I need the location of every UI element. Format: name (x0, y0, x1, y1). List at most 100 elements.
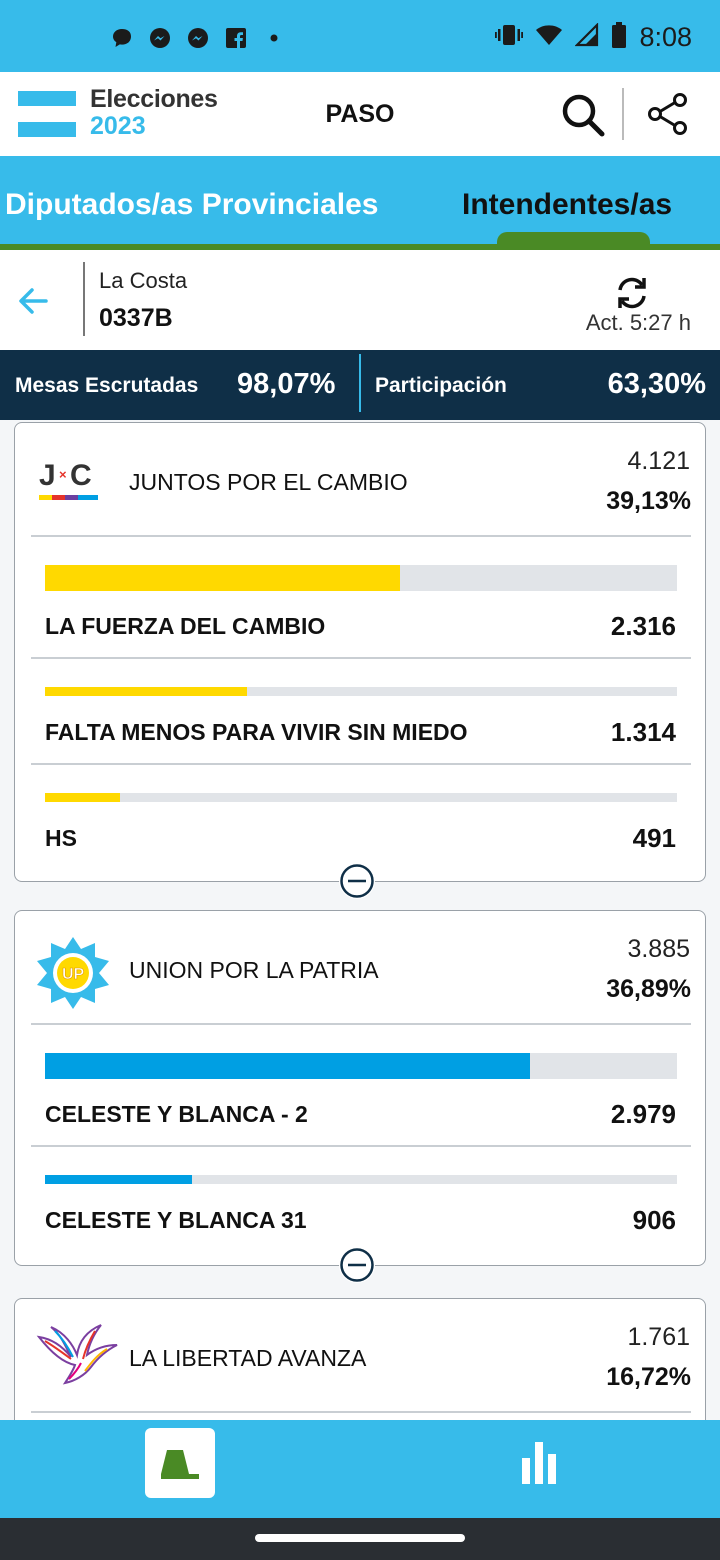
messenger-icon (148, 26, 172, 50)
last-updated: Act. 5:27 h (585, 310, 691, 335)
minus-circle-icon (340, 864, 374, 898)
dot-icon (262, 26, 286, 50)
list-votes: 2.979 (610, 1099, 676, 1129)
list-name: LA FUERZA DEL CAMBIO (45, 613, 326, 639)
party-percent: 16,72% (606, 1363, 691, 1391)
stats-bar: Mesas Escrutadas 98,07% Participación 63… (0, 350, 720, 420)
location-divider (83, 262, 85, 336)
share-icon (648, 93, 687, 135)
nav-stats-button[interactable] (518, 1438, 564, 1488)
divider (31, 657, 691, 659)
app-logo: Elecciones 2023 (90, 86, 218, 140)
arrow-left-icon (19, 288, 48, 314)
up-logo-icon: UP (35, 935, 111, 1009)
tab-bar: Diputados/as Provinciales Intendentes/as (0, 156, 720, 248)
list-bar-fill (45, 687, 247, 696)
share-button[interactable] (646, 92, 690, 136)
bottom-nav (0, 1420, 720, 1518)
search-icon (562, 94, 605, 137)
list-bar-fill (45, 565, 401, 591)
ballot-icon (161, 1450, 199, 1479)
svg-text:UP: UP (62, 966, 85, 983)
refresh-icon (618, 277, 646, 309)
list-bar (45, 1175, 677, 1184)
system-icons: 8:08 (495, 22, 692, 53)
list-bar (45, 793, 677, 802)
minus-circle-icon (340, 1248, 374, 1282)
results-list[interactable]: J × C JUNTOS POR EL CAMBIO 4.121 39,13% … (0, 420, 720, 1420)
back-button[interactable] (16, 284, 50, 318)
active-tab-indicator (497, 232, 650, 246)
list-bar-fill (45, 1175, 193, 1184)
list-bar (45, 687, 677, 696)
tab-intendentes[interactable]: Intendentes/as (462, 188, 673, 221)
tab-underline (0, 244, 720, 250)
page-title: PASO (325, 100, 395, 128)
party-name: LA LIBERTAD AVANZA (129, 1345, 367, 1371)
app-header: Elecciones 2023 PASO (0, 72, 720, 156)
clock: 8:08 (639, 22, 692, 52)
eagle-logo-icon (35, 1323, 118, 1385)
system-gesture-bar (0, 1518, 720, 1560)
mesas-value: 98,07% (237, 368, 336, 400)
party-percent: 39,13% (606, 487, 691, 515)
party-votes: 4.121 (627, 447, 690, 475)
divider (31, 1411, 691, 1413)
divider (31, 1145, 691, 1147)
divider (31, 1023, 691, 1025)
participacion-value: 63,30% (607, 368, 706, 400)
party-votes: 3.885 (627, 935, 690, 963)
list-votes: 1.314 (610, 717, 676, 747)
divider (31, 535, 691, 537)
collapse-button[interactable] (339, 1247, 375, 1283)
list-votes: 906 (632, 1205, 676, 1235)
location-name: La Costa (99, 268, 188, 293)
list-votes: 2.316 (610, 611, 676, 641)
refresh-button[interactable] (612, 274, 652, 312)
vibrate-icon (495, 23, 524, 52)
svg-text:J: J (39, 459, 56, 492)
list-bar-fill (45, 1053, 530, 1079)
location-code: 0337B (99, 304, 173, 332)
home-gesture-pill[interactable] (255, 1534, 465, 1542)
flag-logo-icon (18, 91, 76, 137)
svg-text:C: C (70, 459, 92, 492)
party-card-jxc: J × C JUNTOS POR EL CAMBIO 4.121 39,13% … (14, 422, 706, 899)
divider (31, 763, 691, 765)
location-header: La Costa 0337B Act. 5:27 h (0, 250, 720, 350)
search-button[interactable] (560, 92, 606, 138)
status-bar: 8:08 (0, 0, 720, 72)
participacion-label: Participación (375, 374, 507, 397)
list-votes: 491 (632, 823, 676, 853)
tab-diputados-provinciales[interactable]: Diputados/as Provinciales (5, 188, 379, 221)
chat-bubble-icon (110, 26, 134, 50)
collapse-button[interactable] (339, 863, 375, 899)
messenger-icon (186, 26, 210, 50)
battery-icon (611, 22, 627, 53)
party-votes: 1.761 (627, 1323, 690, 1351)
svg-text:×: × (59, 467, 67, 482)
logo-line2: 2023 (90, 112, 146, 140)
stats-divider (359, 354, 361, 412)
list-bar (45, 565, 677, 591)
list-bar (45, 1053, 677, 1079)
party-name: UNION POR LA PATRIA (129, 957, 379, 983)
jxc-logo-icon: J × C (35, 451, 111, 511)
list-bar-fill (45, 793, 121, 802)
party-percent: 36,89% (606, 975, 691, 1003)
party-card-lla: LA LIBERTAD AVANZA 1.761 16,72% (14, 1298, 706, 1420)
list-name: HS (45, 825, 77, 851)
party-card-up: UP UNION POR LA PATRIA 3.885 36,89% CELE… (14, 910, 706, 1283)
header-divider (622, 88, 624, 140)
wifi-icon (535, 23, 563, 52)
list-name: FALTA MENOS PARA VIVIR SIN MIEDO (45, 719, 468, 745)
party-name: JUNTOS POR EL CAMBIO (129, 469, 408, 495)
mesas-label: Mesas Escrutadas (15, 374, 199, 397)
list-name: CELESTE Y BLANCA - 2 (45, 1101, 308, 1127)
notification-icons (110, 26, 286, 50)
logo-line1: Elecciones (90, 85, 218, 113)
signal-icon (574, 22, 599, 52)
bar-chart-icon (522, 1442, 556, 1484)
nav-results-button[interactable] (145, 1428, 215, 1498)
list-name: CELESTE Y BLANCA 31 (45, 1207, 307, 1233)
